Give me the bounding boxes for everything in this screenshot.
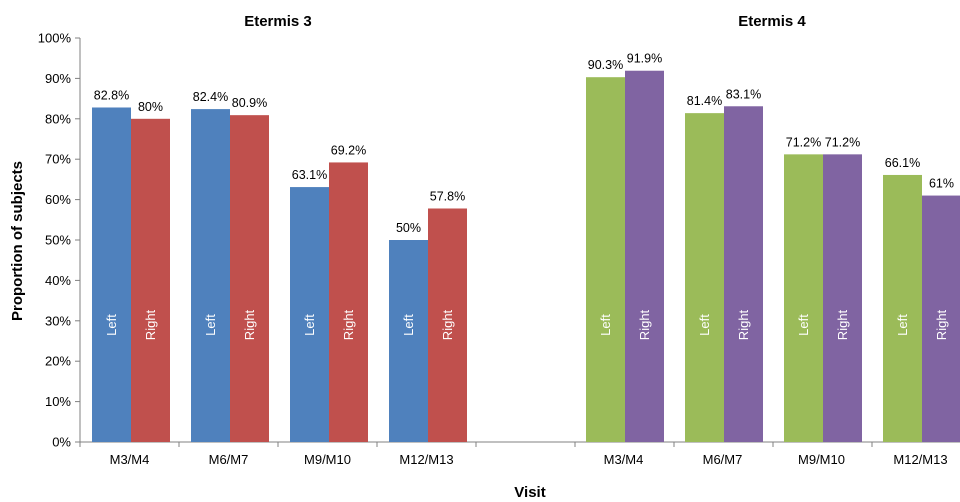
bar-series-label: Right [736, 309, 751, 340]
y-tick-label: 20% [45, 354, 71, 369]
x-axis: M3/M4 M6/M7 M9/M10 M12/M13 M3/M4 M6/M7 M9/M10 M… [79, 441, 960, 467]
bar-series-label: Right [835, 309, 850, 340]
bar [230, 115, 269, 442]
bar [883, 174, 922, 442]
group-titles: Etermis 3 Etermis 4 [244, 13, 806, 30]
bar-series-label: Left [104, 314, 119, 336]
bar [428, 208, 467, 442]
data-label: 83.1% [726, 87, 761, 101]
data-label: 66.1% [885, 156, 920, 170]
bar [922, 195, 960, 442]
y-tick-label: 10% [45, 394, 71, 409]
bar-series-label: Right [341, 309, 356, 340]
bar-series-label: Right [637, 309, 652, 340]
bar-series-label: Left [697, 314, 712, 336]
data-label: 63.1% [292, 168, 327, 182]
y-tick-label: 80% [45, 111, 71, 126]
bar-series-label: Left [796, 314, 811, 336]
y-tick-label: 70% [45, 152, 71, 167]
x-tick-label: M6/M7 [703, 452, 743, 467]
bar-series-label: Left [203, 314, 218, 336]
bar [92, 107, 131, 442]
data-label: 90.3% [588, 58, 623, 72]
x-tick-label: M9/M10 [798, 452, 845, 467]
data-label: 71.2% [786, 135, 821, 149]
y-tick-label: 100% [38, 31, 72, 46]
bar [823, 154, 862, 443]
x-tick-label: M12/M13 [893, 452, 947, 467]
y-tick-label: 0% [52, 435, 71, 450]
y-axis: 0% 10% 20% 30% 40% 50% 60% 70% 80% 90% 100% [38, 31, 81, 450]
data-label: 69.2% [331, 143, 366, 157]
bar-series-label: Right [242, 309, 257, 340]
data-label: 82.8% [94, 88, 129, 102]
bar [586, 77, 625, 443]
data-label: 82.4% [193, 90, 228, 104]
x-tick-label: M12/M13 [399, 452, 453, 467]
y-tick-label: 60% [45, 192, 71, 207]
bar-series-label: Left [401, 314, 416, 336]
x-tick-label: M3/M4 [110, 452, 150, 467]
bars [92, 70, 960, 443]
bar-series-label: Left [895, 314, 910, 336]
data-label: 91.9% [627, 52, 662, 66]
y-tick-label: 90% [45, 71, 71, 86]
bar [389, 240, 428, 442]
data-label: 80% [138, 100, 163, 114]
bar [784, 154, 823, 443]
data-labels: 82.8% 80% 82.4% 80.9% 63.1% 69.2% 50% 57.8% 90.3… [94, 52, 954, 235]
bar-series-label: Right [143, 309, 158, 340]
y-tick-label: 30% [45, 313, 71, 328]
y-axis-title: Proportion of subjects [9, 161, 26, 321]
bar [131, 118, 170, 443]
data-label: 81.4% [687, 94, 722, 108]
x-tick-label: M9/M10 [304, 452, 351, 467]
x-axis-title: Visit [514, 484, 545, 501]
data-label: 61% [929, 177, 954, 191]
bar-series-label: Left [302, 314, 317, 336]
bar [724, 106, 763, 442]
data-label: 71.2% [825, 135, 860, 149]
bar-series-labels: Left Right Left Right Left Right Left Right Left… [104, 309, 949, 340]
data-label: 50% [396, 221, 421, 235]
group-title: Etermis 3 [244, 13, 312, 30]
bar [685, 113, 724, 443]
group-title: Etermis 4 [738, 13, 806, 30]
x-tick-label: M3/M4 [604, 452, 644, 467]
y-tick-label: 50% [45, 233, 71, 248]
bar [625, 70, 664, 442]
bar-series-label: Right [440, 309, 455, 340]
bar [290, 187, 329, 442]
x-tick-label: M6/M7 [209, 452, 249, 467]
bar-series-label: Left [598, 314, 613, 336]
bar-series-label: Right [934, 309, 949, 340]
data-label: 57.8% [430, 189, 465, 203]
bar [191, 109, 230, 442]
data-label: 80.9% [232, 96, 267, 110]
y-tick-label: 40% [45, 273, 71, 288]
bar [329, 162, 368, 442]
